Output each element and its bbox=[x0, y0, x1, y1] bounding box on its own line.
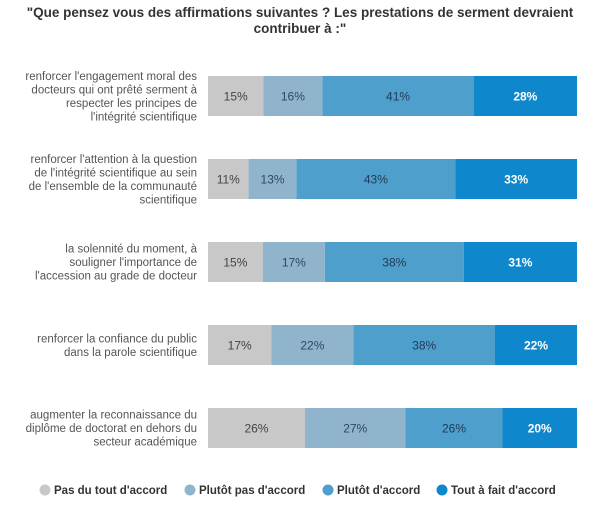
category-label: renforcer l'engagement moral des docteurs… bbox=[25, 71, 197, 124]
category-label-line: de l'intégrité scientifique au sein bbox=[34, 167, 197, 179]
bar-segment bbox=[248, 159, 297, 199]
data-label: 26% bbox=[442, 422, 466, 436]
data-label: 16% bbox=[281, 90, 305, 104]
category-label-line: scientifique bbox=[139, 194, 197, 206]
data-label: 13% bbox=[261, 173, 285, 187]
category-label: la solennité du moment, à souligner l'imp… bbox=[35, 244, 198, 283]
data-label: 22% bbox=[300, 339, 324, 353]
bar-row: 15% 17% 38% 31% bbox=[208, 242, 577, 282]
legend-item[interactable]: Tout à fait d'accord bbox=[436, 484, 556, 498]
data-label: 15% bbox=[224, 90, 248, 104]
legend-item[interactable]: Plutôt d'accord bbox=[322, 484, 421, 498]
data-label: 33% bbox=[504, 173, 528, 187]
bar-segment bbox=[353, 325, 495, 365]
legend-label: Plutôt d'accord bbox=[337, 485, 420, 497]
category-label-line: docteurs qui ont prêté serment à bbox=[31, 84, 197, 96]
category-label-line: renforcer l'attention à la question bbox=[31, 154, 198, 166]
bar-segment bbox=[262, 242, 325, 282]
bar-segment bbox=[304, 408, 406, 448]
legend-swatch-icon bbox=[322, 484, 334, 496]
category-label-line: diplôme de doctorat en dehors du bbox=[26, 423, 197, 435]
data-label: 28% bbox=[513, 90, 537, 104]
category-label: augmenter la reconnaissance du diplôme de… bbox=[26, 410, 197, 449]
bar-segment bbox=[263, 76, 323, 116]
category-labels: renforcer l'engagement moral des docteurs… bbox=[25, 71, 197, 449]
data-label: 26% bbox=[244, 422, 268, 436]
bar-row: 26% 27% 26% 20% bbox=[208, 408, 577, 448]
bar-segment bbox=[208, 242, 263, 282]
category-label-line: secteur académique bbox=[93, 437, 197, 449]
category-label: renforcer la confiance du public dans la … bbox=[37, 333, 197, 359]
category-label-line: la solennité du moment, à bbox=[65, 244, 197, 256]
bar-segment bbox=[208, 325, 272, 365]
legend: Pas du tout d'accord Plutôt pas d'accord P… bbox=[39, 484, 556, 498]
category-label-line: l'intégrité scientifique bbox=[91, 111, 197, 123]
legend-swatch-icon bbox=[184, 484, 196, 496]
bar-segment bbox=[324, 242, 464, 282]
bar-segment bbox=[208, 408, 305, 448]
category-label-line: de l'ensemble de la communauté bbox=[29, 181, 197, 193]
chart-title: "Que pensez vous des affirmations suivan… bbox=[0, 5, 600, 37]
bar-segment bbox=[322, 76, 474, 116]
legend-label: Plutôt pas d'accord bbox=[199, 485, 305, 497]
category-label: renforcer l'attention à la question de l'… bbox=[29, 154, 197, 207]
legend-item[interactable]: Plutôt pas d'accord bbox=[184, 484, 306, 498]
bars: 15% 16% 41% 28% 11% 13% 43% 33% 15% 17% 38% 31% 17% 2… bbox=[208, 76, 577, 448]
bar-segment bbox=[208, 76, 264, 116]
bar-segment bbox=[463, 242, 577, 282]
data-label: 17% bbox=[282, 256, 306, 270]
category-label-line: renforcer la confiance du public bbox=[37, 333, 197, 345]
data-label: 11% bbox=[217, 173, 240, 187]
chart-title-line-1: "Que pensez vous des affirmations suivan… bbox=[26, 5, 574, 20]
category-label-line: augmenter la reconnaissance du bbox=[30, 410, 197, 422]
data-label: 38% bbox=[412, 339, 436, 353]
category-label-line: renforcer l'engagement moral des bbox=[25, 71, 197, 83]
category-label-line: dans la parole scientifique bbox=[64, 347, 197, 359]
legend-label: Tout à fait d'accord bbox=[451, 485, 556, 497]
data-label: 41% bbox=[386, 90, 410, 104]
bar-segment bbox=[455, 159, 577, 199]
category-label-line: l'accession au grade de docteur bbox=[35, 271, 197, 283]
data-label: 22% bbox=[524, 339, 548, 353]
bar-segment bbox=[208, 159, 249, 199]
category-label-line: souligner l'importance de bbox=[70, 257, 198, 269]
bar-segment bbox=[473, 76, 577, 116]
data-label: 15% bbox=[223, 256, 247, 270]
bar-row: 15% 16% 41% 28% bbox=[208, 76, 577, 116]
legend-label: Pas du tout d'accord bbox=[54, 485, 167, 497]
bar-segment bbox=[296, 159, 456, 199]
category-label-line: respecter les principes de bbox=[66, 98, 197, 110]
data-label: 43% bbox=[364, 173, 388, 187]
bar-segment bbox=[502, 408, 577, 448]
data-label: 27% bbox=[343, 422, 367, 436]
legend-swatch-icon bbox=[436, 484, 448, 496]
bar-row: 11% 13% 43% 33% bbox=[208, 159, 577, 199]
bar-row: 17% 22% 38% 22% bbox=[208, 325, 577, 365]
data-label: 31% bbox=[508, 256, 532, 270]
legend-swatch-icon bbox=[39, 484, 51, 496]
data-label: 17% bbox=[228, 339, 252, 353]
legend-item[interactable]: Pas du tout d'accord bbox=[39, 484, 168, 498]
data-label: 38% bbox=[382, 256, 406, 270]
bar-segment bbox=[405, 408, 503, 448]
bar-segment bbox=[495, 325, 577, 365]
data-label: 20% bbox=[528, 422, 552, 436]
chart-title-line-2: contribuer à :" bbox=[253, 21, 347, 36]
bar-segment bbox=[271, 325, 354, 365]
